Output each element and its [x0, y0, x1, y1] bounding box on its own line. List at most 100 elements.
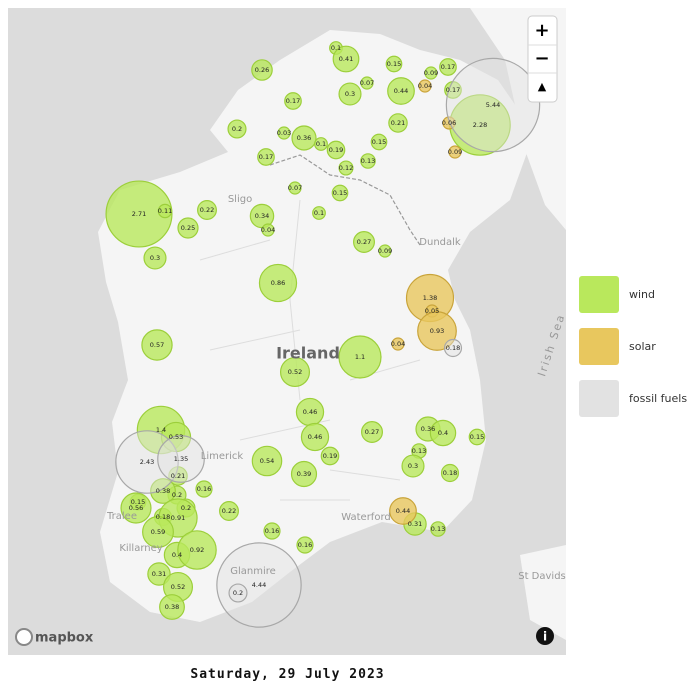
bubble — [326, 140, 346, 160]
bubble-label: 0.18 — [446, 344, 460, 352]
bubble-label: 0.1 — [316, 140, 326, 148]
info-button[interactable] — [536, 627, 554, 645]
bubble-label: 0.04 — [418, 82, 432, 90]
info-icon[interactable]: i — [543, 630, 547, 644]
bubble — [177, 217, 199, 239]
bubble-label: 0.38 — [156, 487, 170, 495]
bubble — [284, 92, 302, 110]
bubble-label: 0.15 — [131, 498, 145, 506]
bubble-label: 0.22 — [200, 206, 214, 214]
map: 0.10.410.260.150.070.3 0.440.090.170.170.… — [8, 8, 687, 655]
bubble-label: 0.3 — [345, 90, 355, 98]
bubble-label: 0.19 — [329, 146, 343, 154]
bubble — [387, 77, 415, 105]
bubble-label: 0.46 — [303, 408, 317, 416]
bubble-label: 0.07 — [360, 79, 374, 87]
bubble — [150, 478, 176, 504]
bubble-label: 0.22 — [222, 507, 236, 515]
bubble — [320, 446, 340, 466]
bubble-label: 0.21 — [391, 119, 405, 127]
bubble — [197, 200, 217, 220]
bubble-label: 2.28 — [473, 121, 487, 129]
bubble-label: 0.11 — [158, 207, 172, 215]
bubble-label: 0.41 — [339, 55, 353, 63]
bubble — [141, 329, 173, 361]
attribution[interactable]: mapbox — [35, 631, 94, 646]
bubble — [277, 126, 291, 140]
bubble — [389, 497, 417, 525]
bubbles: 0.10.410.260.150.070.3 0.440.090.170.170.… — [105, 41, 541, 628]
bubble-label: 0.16 — [197, 485, 211, 493]
bubble-label: 0.92 — [190, 546, 204, 554]
bubble-label: 0.15 — [387, 60, 401, 68]
legend-swatch — [579, 276, 619, 313]
bubble-label: 0.19 — [323, 452, 337, 460]
border — [269, 154, 421, 246]
bubble — [159, 594, 185, 620]
bubble — [439, 58, 457, 76]
bubble-label: 0.05 — [425, 307, 439, 315]
bubble — [263, 522, 281, 540]
zoom-out[interactable]: − — [534, 48, 549, 69]
bubble — [370, 133, 388, 151]
bubble-label: 0.17 — [259, 153, 273, 161]
bubble-label: 0.93 — [430, 327, 444, 335]
bubble — [338, 160, 354, 176]
bubble-label: 0.18 — [156, 513, 170, 521]
bubble-label: 0.46 — [308, 433, 322, 441]
bubble-label: 0.09 — [448, 148, 462, 156]
bubble — [288, 181, 302, 195]
county-lines — [199, 199, 421, 501]
bubble — [261, 223, 275, 237]
bubble — [418, 79, 432, 93]
bubble-label: 0.04 — [391, 340, 405, 348]
legend-label: fossil fuels — [629, 392, 687, 405]
bubble-label: 0.4 — [172, 551, 182, 559]
place-label: Waterford — [341, 512, 390, 523]
bubble — [120, 492, 152, 524]
bubble-label: 0.2 — [181, 504, 191, 512]
bubble-label: 0.13 — [431, 525, 445, 533]
caption: Saturday, 29 July 2023 — [190, 667, 385, 682]
legend-swatch — [579, 328, 619, 365]
bubble-label: 1.35 — [174, 455, 188, 463]
zoom-in[interactable]: + — [534, 20, 549, 41]
bubble — [338, 82, 362, 106]
bubble-label: 0.27 — [357, 238, 371, 246]
bubble — [442, 116, 456, 130]
bubble — [300, 422, 330, 452]
bubble — [338, 335, 382, 379]
bubble-label: 0.17 — [446, 86, 460, 94]
bubble-label: 0.09 — [378, 247, 392, 255]
control-box — [527, 15, 558, 103]
place-label: Glanmire — [230, 566, 276, 577]
bubble-label: 0.15 — [333, 189, 347, 197]
bubble — [312, 206, 326, 220]
bubble-label: 0.15 — [372, 138, 386, 146]
bubble-label: 0.17 — [441, 63, 455, 71]
bubble — [391, 337, 405, 351]
bubble-label: 0.34 — [255, 212, 269, 220]
bubble — [353, 231, 375, 253]
bubble — [443, 338, 463, 358]
bubble — [401, 454, 425, 478]
bubble-label: 4.44 — [252, 581, 266, 589]
bubble-label: 0.86 — [271, 279, 285, 287]
bubble — [258, 263, 298, 303]
bubble-label: 0.16 — [265, 527, 279, 535]
bubble-label: 0.53 — [169, 433, 183, 441]
bubble-label: 0.15 — [470, 433, 484, 441]
compass[interactable]: ▲ — [538, 80, 547, 93]
place-label: Dundalk — [419, 237, 461, 248]
bubble-label: 0.54 — [260, 457, 274, 465]
bubble — [227, 119, 247, 139]
bubble-label: 0.13 — [412, 447, 426, 455]
bubble — [360, 153, 376, 169]
bubble-label: 0.4 — [438, 429, 448, 437]
bubble — [279, 356, 311, 388]
bubble — [388, 113, 408, 133]
bubble — [296, 536, 314, 554]
bubble-label: 1.38 — [423, 294, 437, 302]
bubble — [157, 203, 173, 219]
